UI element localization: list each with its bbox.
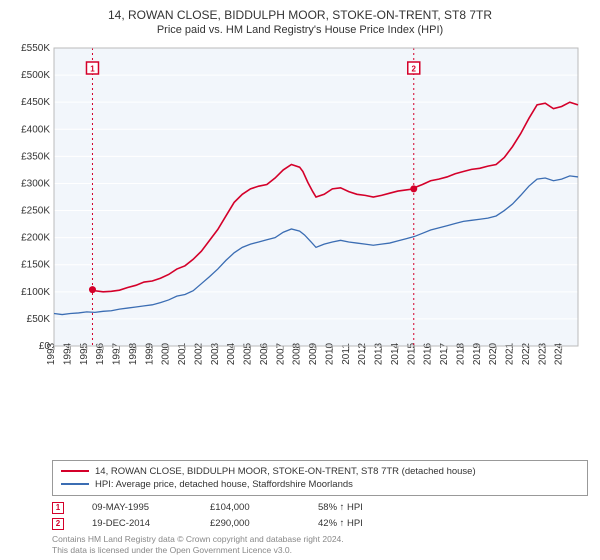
svg-text:£350K: £350K <box>21 151 50 162</box>
svg-text:£200K: £200K <box>21 232 50 243</box>
svg-text:£500K: £500K <box>21 70 50 81</box>
transactions-table: 109-MAY-1995£104,00058% ↑ HPI219-DEC-201… <box>52 500 588 532</box>
legend-box: 14, ROWAN CLOSE, BIDDULPH MOOR, STOKE-ON… <box>52 460 588 496</box>
svg-text:£400K: £400K <box>21 124 50 135</box>
svg-text:£100K: £100K <box>21 286 50 297</box>
chart-title: 14, ROWAN CLOSE, BIDDULPH MOOR, STOKE-ON… <box>12 8 588 24</box>
chart-area: £0£50K£100K£150K£200K£250K£300K£350K£400… <box>12 42 588 456</box>
chart-subtitle: Price paid vs. HM Land Registry's House … <box>12 24 588 36</box>
svg-text:2: 2 <box>412 64 417 73</box>
svg-text:£300K: £300K <box>21 178 50 189</box>
footer-line-1: Contains HM Land Registry data © Crown c… <box>52 534 588 545</box>
transaction-row: 109-MAY-1995£104,00058% ↑ HPI <box>52 500 588 516</box>
legend-item: 14, ROWAN CLOSE, BIDDULPH MOOR, STOKE-ON… <box>61 465 579 478</box>
line-chart: £0£50K£100K£150K£200K£250K£300K£350K£400… <box>12 42 588 382</box>
svg-text:1: 1 <box>90 64 95 73</box>
transaction-row: 219-DEC-2014£290,00042% ↑ HPI <box>52 516 588 532</box>
svg-text:£50K: £50K <box>27 314 51 325</box>
legend-item: HPI: Average price, detached house, Staf… <box>61 478 579 491</box>
footer-text: Contains HM Land Registry data © Crown c… <box>52 534 588 556</box>
svg-text:£450K: £450K <box>21 97 50 108</box>
svg-text:£550K: £550K <box>21 43 50 54</box>
svg-text:£150K: £150K <box>21 259 50 270</box>
footer-line-2: This data is licensed under the Open Gov… <box>52 545 588 556</box>
svg-text:£250K: £250K <box>21 205 50 216</box>
